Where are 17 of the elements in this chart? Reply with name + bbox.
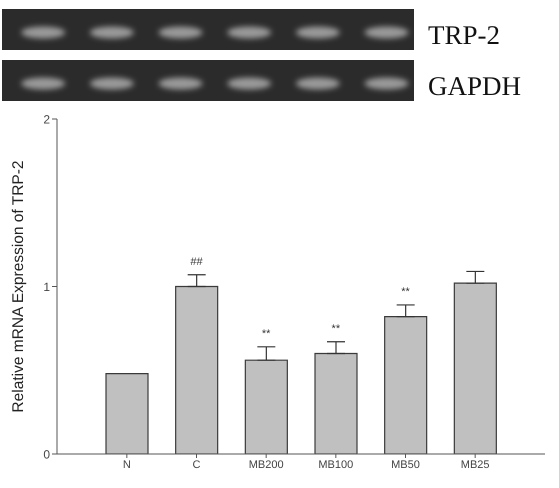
annotation: ** <box>401 286 410 298</box>
annotation: ** <box>332 322 341 335</box>
text: GAPDH <box>428 71 522 101</box>
bar <box>105 373 149 454</box>
x-tick-label: MB25 <box>460 458 490 471</box>
y-tick-label: 2 <box>43 112 50 126</box>
x-tick-label: N <box>122 458 131 471</box>
annotation: ** <box>262 328 272 340</box>
x-tick-label: MB200 <box>248 458 284 471</box>
text: TRP-2 <box>428 20 500 50</box>
x-tick-label: MB50 <box>391 458 420 471</box>
y-tick-label: 0 <box>43 447 50 462</box>
annotation: ## <box>190 256 204 268</box>
y-axis-title: Relative mRNA Expression of TRP-2 <box>10 160 26 413</box>
y-tick-label: 1 <box>43 280 50 294</box>
x-tick-label: MB100 <box>318 458 354 471</box>
x-tick-label: C <box>192 458 201 471</box>
